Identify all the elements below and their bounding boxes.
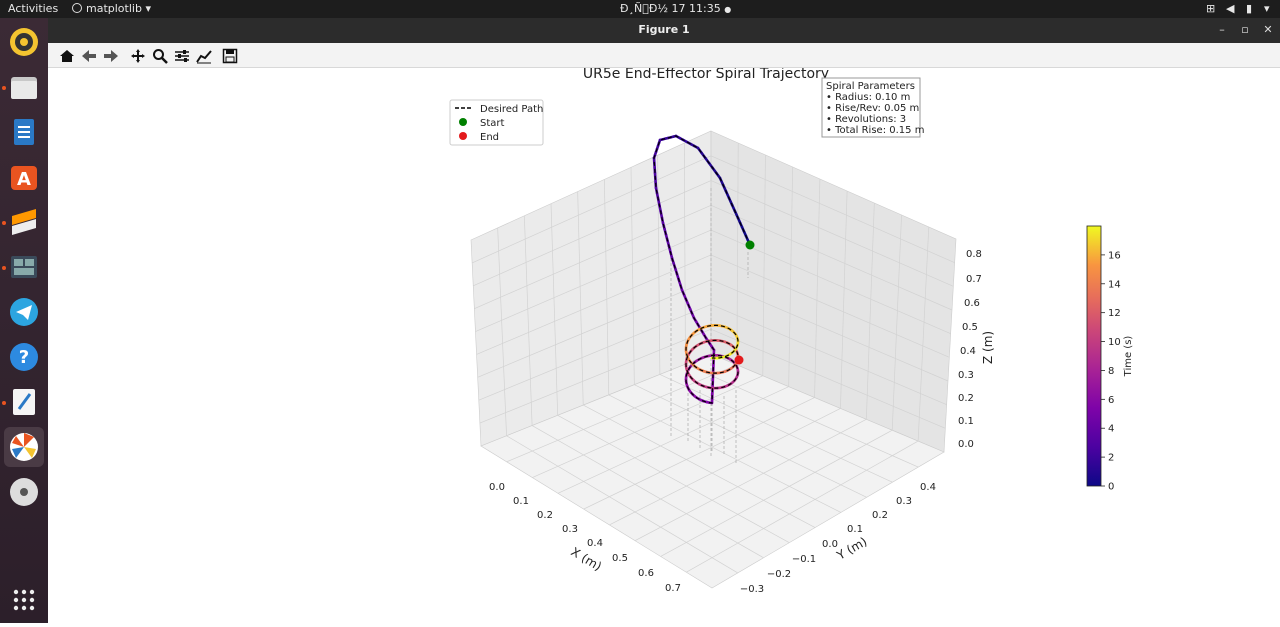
z-tick-label: 0.5 <box>962 322 978 333</box>
x-tick-label: 0.0 <box>489 482 505 493</box>
end-legend-marker <box>459 132 467 140</box>
configure-subplots-icon[interactable] <box>172 46 192 66</box>
info-line: • Rise/Rev: 0.05 m <box>826 103 919 114</box>
z-tick-label: 0.6 <box>964 298 980 309</box>
y-axis-label: Y (m) <box>834 534 870 563</box>
chevron-down-icon: ▾ <box>145 2 151 15</box>
x-tick-label: 0.4 <box>587 538 603 549</box>
y-tick-label: 0.0 <box>822 539 838 550</box>
colorbar-tick-label: 10 <box>1108 337 1121 348</box>
back-arrow-icon[interactable] <box>79 46 99 66</box>
app-menu[interactable]: matplotlib ▾ <box>72 2 151 15</box>
x-tick-label: 0.2 <box>537 510 553 521</box>
activities-button[interactable]: Activities <box>8 2 58 15</box>
matplotlib-icon <box>72 3 82 13</box>
minimize-button[interactable]: – <box>1213 21 1231 39</box>
y-tick-label: −0.3 <box>740 584 764 595</box>
sublime-icon[interactable] <box>4 202 44 242</box>
y-tick-label: −0.1 <box>792 554 816 565</box>
notification-dot-icon: ● <box>724 5 731 14</box>
legend-entry: End <box>480 132 499 143</box>
edit-axis-icon[interactable] <box>194 46 214 66</box>
network-icon[interactable]: ⊞ <box>1206 2 1215 15</box>
battery-icon[interactable]: ▮ <box>1246 2 1252 15</box>
window-titlebar[interactable]: Figure 1 – ▫ ✕ <box>48 18 1280 43</box>
save-icon[interactable] <box>220 46 240 66</box>
x-tick-label: 0.7 <box>665 583 681 594</box>
z-tick-label: 0.3 <box>958 370 974 381</box>
x-tick-label: 0.5 <box>612 553 628 564</box>
figure-canvas[interactable]: UR5e End-Effector Spiral Trajectory 0.0 … <box>48 68 1280 623</box>
colorbar-tick-label: 14 <box>1108 279 1121 290</box>
terminal-icon[interactable] <box>4 247 44 287</box>
y-tick-label: 0.2 <box>872 510 888 521</box>
y-tick-label: 0.1 <box>847 524 863 535</box>
clock-label: Ð¸Ñ Ð½ 17 11:35 <box>620 2 721 15</box>
show-apps-icon[interactable] <box>4 580 44 620</box>
clock[interactable]: Ð¸Ñ Ð½ 17 11:35 ● <box>620 2 731 15</box>
chart-title: UR5e End-Effector Spiral Trajectory <box>583 68 829 82</box>
y-tick-label: 0.3 <box>896 496 912 507</box>
software-center-icon[interactable]: A <box>4 157 44 197</box>
top-bar: Activities matplotlib ▾ Ð¸Ñ Ð½ 17 11:35 … <box>0 0 1280 18</box>
dock: A ? <box>0 18 48 623</box>
files-icon[interactable] <box>4 67 44 107</box>
colorbar-tick-label: 6 <box>1108 395 1114 406</box>
z-tick-label: 0.4 <box>960 346 976 357</box>
info-line: • Revolutions: 3 <box>826 114 906 125</box>
colorbar-tick-label: 4 <box>1108 424 1114 435</box>
forward-arrow-icon[interactable] <box>101 46 121 66</box>
close-button[interactable]: ✕ <box>1259 21 1277 39</box>
legend-entry: Start <box>480 118 505 129</box>
home-icon[interactable] <box>57 46 77 66</box>
x-tick-label: 0.6 <box>638 568 654 579</box>
spiral-parameters-box: Spiral Parameters • Radius: 0.10 m • Ris… <box>822 78 924 137</box>
disc-icon[interactable] <box>4 472 44 512</box>
colorbar-tick-label: 12 <box>1108 308 1121 319</box>
telegram-icon[interactable] <box>4 292 44 332</box>
help-icon[interactable]: ? <box>4 337 44 377</box>
start-legend-marker <box>459 118 467 126</box>
pan-icon[interactable] <box>128 46 148 66</box>
matplotlib-toolbar <box>48 43 1280 68</box>
volume-icon[interactable]: ◀ <box>1226 2 1234 15</box>
colorbar-tick-label: 8 <box>1108 366 1114 377</box>
start-marker <box>746 241 755 250</box>
colorbar: 0 2 4 6 8 10 12 14 16 Time (s) <box>1087 226 1134 493</box>
svg-text:A: A <box>17 169 31 190</box>
end-marker <box>735 356 744 365</box>
text-editor-icon[interactable] <box>4 382 44 422</box>
legend-entry: Desired Path <box>480 104 543 115</box>
maximize-button[interactable]: ▫ <box>1236 21 1254 39</box>
x-tick-label: 0.1 <box>513 496 529 507</box>
colorbar-tick-label: 0 <box>1108 482 1114 493</box>
z-axis: 0.0 0.1 0.2 0.3 0.4 0.5 0.6 0.7 0.8 Z (m… <box>958 249 995 450</box>
z-tick-label: 0.0 <box>958 439 974 450</box>
legend: Desired Path Start End <box>450 100 543 145</box>
colorbar-tick-label: 2 <box>1108 453 1114 464</box>
colorbar-tick-label: 16 <box>1108 250 1121 261</box>
app-menu-label: matplotlib <box>86 2 142 15</box>
system-menu-icon[interactable]: ▾ <box>1264 2 1270 15</box>
svg-text:?: ? <box>19 347 29 368</box>
colorbar-gradient <box>1087 226 1101 486</box>
zoom-icon[interactable] <box>150 46 170 66</box>
chart-svg: UR5e End-Effector Spiral Trajectory 0.0 … <box>48 68 1280 623</box>
rhythmbox-icon[interactable] <box>4 22 44 62</box>
z-axis-label: Z (m) <box>981 331 995 364</box>
window-title: Figure 1 <box>48 23 1280 36</box>
info-line: • Total Rise: 0.15 m <box>826 125 924 136</box>
y-tick-label: 0.4 <box>920 482 936 493</box>
info-line: • Radius: 0.10 m <box>826 92 910 103</box>
y-tick-label: −0.2 <box>767 569 791 580</box>
x-tick-label: 0.3 <box>562 524 578 535</box>
matplotlib-figure-icon[interactable] <box>4 427 44 467</box>
info-line: Spiral Parameters <box>826 81 915 92</box>
z-tick-label: 0.7 <box>966 274 982 285</box>
z-tick-label: 0.1 <box>958 416 974 427</box>
writer-icon[interactable] <box>4 112 44 152</box>
z-tick-label: 0.2 <box>958 393 974 404</box>
colorbar-label: Time (s) <box>1123 336 1134 378</box>
z-tick-label: 0.8 <box>966 249 982 260</box>
